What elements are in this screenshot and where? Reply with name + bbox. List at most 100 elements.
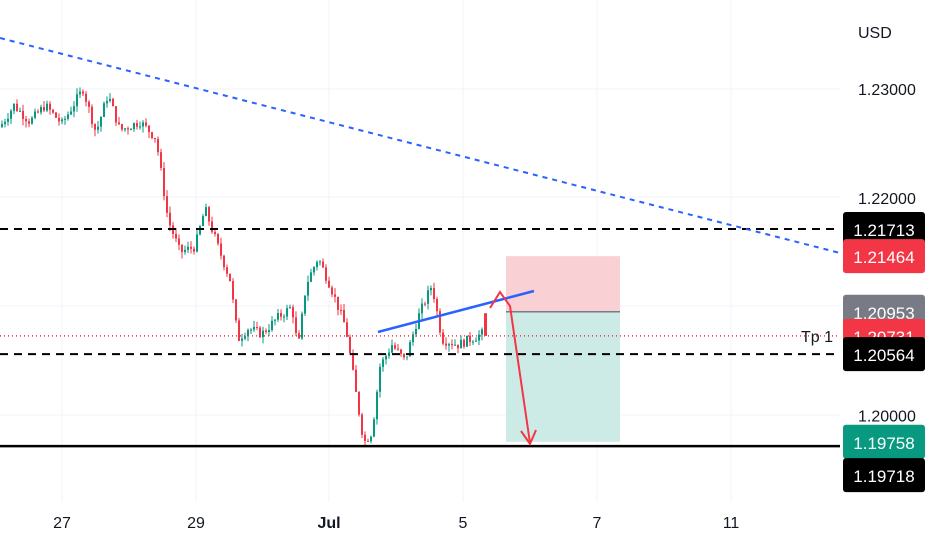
- position-zones[interactable]: [506, 256, 620, 442]
- candle-body: [205, 207, 207, 217]
- arrow-head-icon: [520, 429, 537, 447]
- candle-body: [334, 294, 336, 297]
- candle-body: [55, 112, 57, 118]
- candle-body: [34, 111, 36, 118]
- candle-body: [298, 333, 300, 339]
- projection-arrow[interactable]: [489, 290, 531, 444]
- candle-body: [124, 128, 126, 130]
- candle-body: [238, 320, 240, 341]
- candle-body: [310, 272, 312, 282]
- candle-body: [286, 308, 288, 317]
- candle-body: [7, 118, 9, 122]
- candle-body: [145, 122, 147, 126]
- price-tag-label: 1.21464: [853, 248, 914, 267]
- candle-body: [259, 327, 261, 338]
- horizontal-levels[interactable]: [0, 228, 840, 448]
- candle-body: [472, 341, 474, 343]
- candle-body: [391, 345, 393, 353]
- candle-body: [1, 124, 3, 128]
- candle-body: [70, 111, 72, 115]
- price-tag-bg: [843, 337, 925, 372]
- candle-body: [40, 107, 42, 113]
- candle-body: [154, 137, 156, 139]
- grid: [0, 0, 840, 502]
- candle-body: [466, 335, 468, 347]
- stop-loss-zone[interactable]: [506, 256, 620, 312]
- candle-body: [376, 391, 378, 420]
- candle-body: [16, 103, 18, 111]
- candle-body: [10, 110, 12, 119]
- candle-body: [379, 366, 381, 392]
- rising-trendline[interactable]: [377, 289, 535, 334]
- time-tick-label: 7: [593, 515, 602, 532]
- candle-body: [475, 340, 477, 342]
- price-axis[interactable]: USD 1.23000 1.22000 1.20000: [858, 25, 916, 425]
- candle-body: [166, 196, 168, 213]
- candle-body: [148, 125, 150, 133]
- candle-body: [109, 98, 111, 101]
- candle-body: [229, 273, 231, 282]
- candle-body: [85, 93, 87, 102]
- candle-body: [118, 122, 120, 125]
- candle-body: [4, 121, 6, 125]
- candles: [1, 87, 487, 448]
- candle-body: [304, 295, 306, 314]
- candle-body: [484, 313, 487, 336]
- candle-body: [106, 100, 108, 104]
- candle-body: [193, 248, 195, 252]
- drawings[interactable]: [0, 37, 841, 447]
- candle-body: [181, 244, 183, 253]
- candle-body: [433, 288, 435, 299]
- candle-body: [232, 281, 234, 300]
- candle-body: [373, 419, 375, 437]
- candle-body: [289, 307, 291, 309]
- candle-body: [214, 231, 216, 235]
- candle-body: [220, 243, 222, 256]
- candle-body: [469, 335, 471, 342]
- candle-body: [151, 132, 153, 138]
- candle-body: [292, 307, 294, 318]
- tp-annotation[interactable]: Tp 1: [801, 329, 833, 346]
- time-tick-label: 11: [723, 515, 740, 532]
- candle-body: [445, 343, 447, 346]
- candle-body: [136, 123, 138, 127]
- price-tag-label: 1.20564: [853, 346, 914, 365]
- price-tag-bg: [843, 212, 925, 247]
- candle-body: [328, 280, 330, 288]
- candle-body: [31, 117, 33, 124]
- candle-body: [322, 261, 324, 268]
- candle-body: [190, 246, 192, 249]
- candle-body: [283, 316, 285, 318]
- candle-body: [415, 328, 417, 335]
- candle-body: [274, 319, 276, 321]
- price-tag-label: 1.20953: [853, 304, 914, 323]
- candle-body: [406, 356, 408, 358]
- price-tick-label: 1.20000: [858, 408, 916, 425]
- candle-body: [49, 103, 51, 110]
- candle-body: [13, 103, 15, 111]
- time-axis[interactable]: 27 29 Jul 5 7 11: [53, 515, 739, 532]
- candle-body: [178, 238, 180, 245]
- price-tick-label: 1.22000: [858, 191, 916, 208]
- candle-body: [424, 303, 426, 305]
- candle-body: [307, 281, 309, 296]
- candle-body: [265, 330, 267, 332]
- candle-body: [397, 348, 399, 350]
- candle-body: [370, 436, 372, 442]
- candle-body: [43, 107, 45, 111]
- candle-body: [382, 359, 384, 367]
- candle-body: [463, 339, 465, 347]
- candle-body: [364, 434, 366, 441]
- candle-body: [19, 110, 21, 112]
- candle-body: [385, 355, 387, 360]
- dashed-trendline[interactable]: [0, 37, 841, 254]
- candle-body: [208, 207, 210, 222]
- candle-body: [112, 98, 114, 107]
- take-profit-zone[interactable]: [506, 311, 620, 442]
- candle-body: [130, 129, 132, 131]
- candle-body: [301, 313, 303, 339]
- candle-body: [67, 114, 69, 119]
- candle-body: [247, 329, 249, 337]
